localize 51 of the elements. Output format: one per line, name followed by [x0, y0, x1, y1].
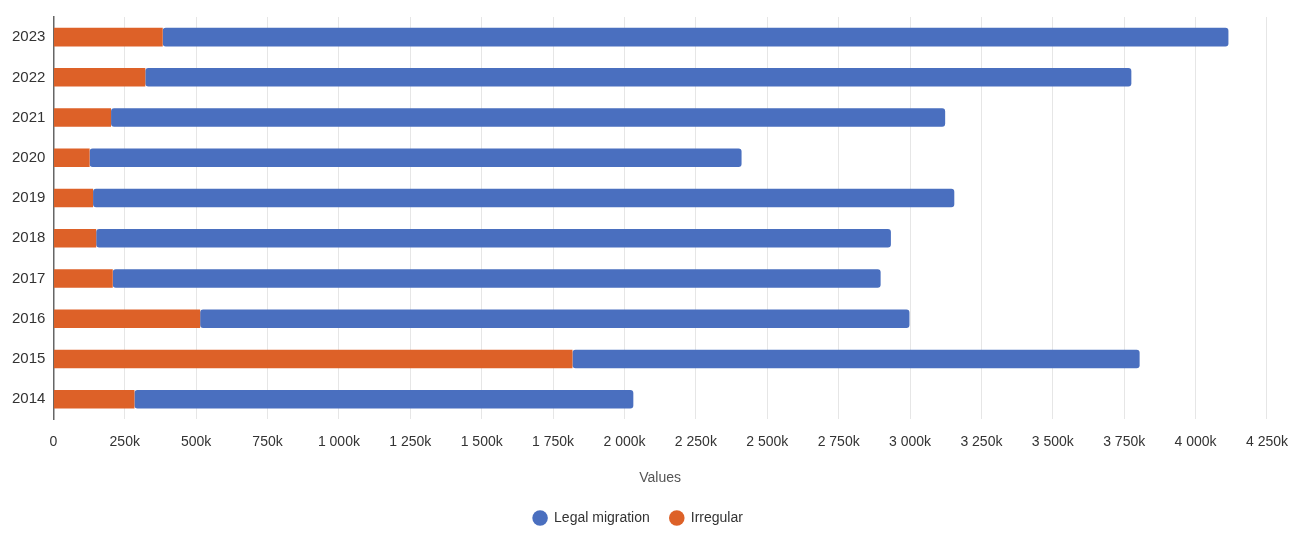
- bar: [89, 148, 742, 168]
- bar: [53, 108, 112, 127]
- x-tick-label: 1 750k: [532, 432, 576, 449]
- x-tick-label: 0: [49, 432, 58, 449]
- x-tick-label: 500k: [180, 432, 213, 449]
- bar: [93, 188, 955, 208]
- x-tick-label: 2 000k: [603, 432, 647, 449]
- y-tick-label: 2020: [11, 147, 46, 165]
- y-tick-label: 2014: [11, 389, 46, 407]
- x-tick-label: 250k: [109, 432, 141, 449]
- y-tick-label: 2022: [11, 67, 46, 85]
- x-tick-label: 3 750k: [1103, 432, 1147, 449]
- x-tick-label: 750k: [252, 432, 284, 449]
- bar: [53, 27, 163, 47]
- x-tick-label: 1 250k: [389, 432, 433, 449]
- bar: [53, 229, 97, 248]
- x-tick-label: 4 000k: [1174, 432, 1218, 449]
- bar: [145, 68, 1132, 87]
- legend-label: Irregular: [690, 508, 744, 525]
- bar: [53, 68, 146, 87]
- bar: [134, 390, 634, 409]
- bar: [53, 148, 90, 168]
- bar: [572, 349, 1140, 369]
- x-tick-label: 2 250k: [674, 432, 718, 449]
- x-tick-label: 2 750k: [817, 432, 861, 449]
- x-tick-label: 1 000k: [317, 432, 361, 449]
- y-tick-label: 2017: [11, 268, 46, 286]
- y-tick-label: 2016: [11, 308, 46, 326]
- x-tick-label: 3 500k: [1031, 432, 1075, 449]
- y-tick-label: 2018: [11, 228, 46, 246]
- bar: [162, 27, 1229, 47]
- y-tick-label: 2015: [11, 349, 46, 367]
- x-tick-label: 2 500k: [746, 432, 790, 449]
- x-tick-label: 1 500k: [460, 432, 504, 449]
- bar: [53, 309, 201, 329]
- bar: [53, 269, 113, 288]
- bar: [53, 188, 94, 208]
- bar: [53, 349, 573, 369]
- bar: [111, 108, 946, 127]
- y-tick-label: 2021: [11, 107, 46, 125]
- bar: [200, 309, 910, 329]
- legend-label: Legal migration: [554, 508, 650, 525]
- x-tick-label: 3 000k: [889, 432, 933, 449]
- x-axis-title: Values: [639, 469, 682, 486]
- bar: [53, 390, 135, 409]
- bar: [112, 269, 881, 288]
- y-tick-label: 2023: [11, 27, 46, 45]
- y-tick-label: 2019: [11, 188, 46, 206]
- x-tick-label: 4 250k: [1245, 432, 1289, 449]
- x-tick-label: 3 250k: [960, 432, 1004, 449]
- bar: [96, 229, 891, 248]
